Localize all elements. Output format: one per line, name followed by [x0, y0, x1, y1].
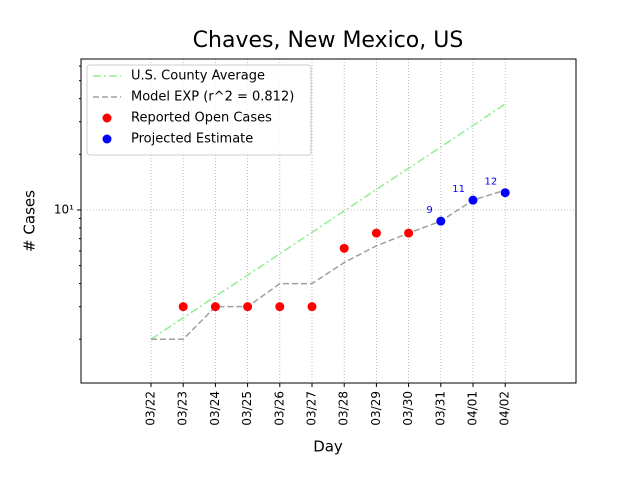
legend-label: Reported Open Cases	[131, 111, 272, 126]
data-point	[468, 195, 478, 205]
data-point	[275, 302, 285, 312]
x-tick-label: 04/02	[498, 391, 512, 426]
data-point	[210, 302, 220, 312]
y-axis-label: # Cases	[21, 190, 39, 252]
plot-frame	[80, 58, 577, 384]
data-label: 11	[452, 184, 465, 195]
x-tick-label: 03/24	[208, 391, 222, 426]
data-point	[500, 188, 510, 198]
data-point	[371, 228, 381, 238]
chart-title: Chaves, New Mexico, US	[193, 28, 464, 53]
x-tick-label: 03/28	[337, 391, 351, 426]
x-axis-label: Day	[313, 438, 343, 456]
x-tick-label: 04/01	[466, 391, 480, 426]
data-point	[404, 228, 414, 238]
data-point	[436, 216, 446, 226]
x-tick-label: 03/31	[433, 391, 447, 426]
legend-box	[86, 64, 312, 156]
data-point	[307, 302, 317, 312]
legend-label: U.S. County Average	[131, 69, 265, 84]
y-tick-label: 10¹	[54, 202, 74, 216]
data-label: 12	[484, 177, 497, 188]
legend-marker	[102, 134, 112, 144]
series-line	[150, 103, 506, 340]
x-tick-label: 03/23	[176, 391, 190, 426]
legend-marker	[102, 113, 112, 123]
legend-label: Model EXP (r^2 = 0.812)	[131, 90, 294, 105]
x-tick-label: 03/25	[240, 391, 254, 426]
series-line	[151, 189, 506, 340]
data-label: 9	[426, 205, 432, 216]
x-tick-label: 03/22	[144, 391, 158, 426]
x-tick-label: 03/26	[272, 391, 286, 426]
x-tick-label: 03/30	[401, 391, 415, 426]
data-point	[339, 243, 349, 253]
x-tick-label: 03/27	[305, 391, 319, 426]
legend-label: Projected Estimate	[131, 132, 253, 147]
data-point	[243, 302, 253, 312]
x-tick-label: 03/29	[369, 391, 383, 426]
data-point	[178, 302, 188, 312]
